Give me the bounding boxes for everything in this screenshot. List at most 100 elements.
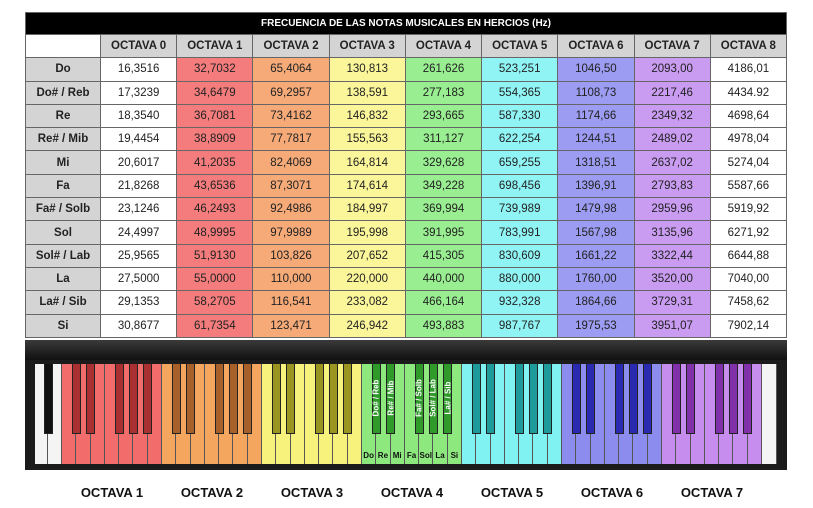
frequency-cell: 1567,98 (557, 220, 635, 245)
octave-label: OCTAVA 2 (180, 485, 244, 500)
frequency-cell: 77,7817 (252, 127, 330, 152)
frequency-cell: 2637,02 (633, 150, 711, 175)
frequency-cell: 391,995 (404, 220, 483, 245)
frequency-table: FRECUENCIA DE LAS NOTAS MUSICALES EN HER… (25, 12, 788, 338)
frequency-cell: 19,4454 (99, 127, 178, 152)
note-label: Do (25, 57, 101, 82)
octave-label: OCTAVA 3 (280, 485, 344, 500)
octave-label: OCTAVA 6 (580, 485, 644, 500)
frequency-cell: 233,082 (328, 290, 406, 315)
frequency-cell: 61,7354 (176, 313, 254, 338)
key-label: Si (450, 451, 459, 460)
frequency-cell: 48,9995 (176, 220, 254, 245)
frequency-cell: 349,228 (404, 173, 483, 199)
note-label: Sol# / Lab (25, 243, 101, 268)
black-key (243, 364, 253, 434)
note-label: Fa# / Solb (25, 197, 101, 222)
frequency-cell: 4434.92 (709, 80, 788, 105)
frequency-cell: 7902,14 (709, 313, 788, 338)
key-label: La (435, 451, 445, 460)
frequency-cell: 138,591 (328, 80, 406, 105)
black-key (728, 364, 738, 434)
black-key (114, 364, 124, 434)
frequency-cell: 27,5000 (99, 266, 178, 292)
frequency-cell: 2217,46 (633, 80, 711, 105)
black-key: Sol# / Lab (428, 364, 438, 434)
frequency-cell: 38,8909 (176, 127, 254, 152)
black-key (286, 364, 296, 434)
frequency-cell: 146,832 (328, 103, 406, 129)
key-label: Do# / Reb (371, 379, 381, 417)
piano-keys: Do Re Mi Fa Sol La Si Do# / Reb Re# / Mib Fa# / S… (35, 364, 777, 466)
frequency-cell: 739,989 (481, 197, 559, 222)
table-row: Re 18,3540 36,7081 73,4162 146,832 293,665 587… (25, 103, 788, 129)
frequency-cell: 5919,92 (709, 197, 788, 222)
black-key (214, 364, 224, 434)
frequency-cell: 659,255 (481, 150, 559, 175)
frequency-cell: 1174,66 (557, 103, 635, 129)
key-label: Fa# / Solb (414, 379, 424, 417)
key-label: Do (363, 451, 374, 460)
frequency-cell: 1661,22 (557, 243, 635, 268)
black-key (86, 364, 96, 434)
frequency-cell: 65,4064 (252, 57, 330, 82)
frequency-cell: 415,305 (404, 243, 483, 268)
frequency-cell: 46,2493 (176, 197, 254, 222)
octave-label: OCTAVA 4 (380, 485, 444, 500)
frequency-cell: 277,183 (404, 80, 483, 105)
white-key (762, 364, 777, 464)
black-key (171, 364, 181, 434)
column-header: OCTAVA 8 (709, 33, 788, 59)
frequency-cell: 164,814 (328, 150, 406, 175)
frequency-cell: 2349,32 (633, 103, 711, 129)
frequency-cell: 36,7081 (176, 103, 254, 129)
frequency-cell: 3951,07 (633, 313, 711, 338)
frequency-cell: 24,4997 (99, 220, 178, 245)
header-row: OCTAVA 0 OCTAVA 1 OCTAVA 2 OCTAVA 3 OCTAVA 4… (25, 33, 788, 59)
frequency-cell: 87,3071 (252, 173, 330, 199)
frequency-cell: 7458,62 (709, 290, 788, 315)
frequency-cell: 110,000 (252, 266, 330, 292)
frequency-cell: 3520,00 (633, 266, 711, 292)
frequency-cell: 58,2705 (176, 290, 254, 315)
frequency-cell: 622,254 (481, 127, 559, 152)
black-key (671, 364, 681, 434)
frequency-cell: 4978,04 (709, 127, 788, 152)
frequency-cell: 293,665 (404, 103, 483, 129)
frequency-cell: 2959,96 (633, 197, 711, 222)
frequency-cell: 987,767 (481, 313, 559, 338)
frequency-cell: 174,614 (328, 173, 406, 199)
frequency-cell: 41,2035 (176, 150, 254, 175)
frequency-cell: 34,6479 (176, 80, 254, 105)
frequency-cell: 369,994 (404, 197, 483, 222)
note-label: La# / Sib (25, 290, 101, 315)
black-key (271, 364, 281, 434)
frequency-cell: 220,000 (328, 266, 406, 292)
black-key (514, 364, 524, 434)
frequency-cell: 130,813 (328, 57, 406, 82)
black-key (343, 364, 353, 434)
black-key (628, 364, 638, 434)
table-row: Si 30,8677 61,7354 123,471 246,942 493,883 987… (25, 313, 788, 338)
table-title: FRECUENCIA DE LAS NOTAS MUSICALES EN HER… (25, 12, 787, 35)
octave-label: OCTAVA 7 (680, 485, 744, 500)
frequency-cell: 1864,66 (557, 290, 635, 315)
frequency-cell: 1108,73 (557, 80, 635, 105)
table-row: Sol# / Lab 25,9565 51,9130 103,826 207,652 41… (25, 243, 788, 268)
frequency-cell: 880,000 (481, 266, 559, 292)
column-header: OCTAVA 4 (404, 33, 483, 59)
frequency-cell: 830,609 (481, 243, 559, 268)
black-key: La# / Sib (443, 364, 453, 434)
octave-label: OCTAVA 5 (480, 485, 544, 500)
piano-keyboard: Do Re Mi Fa Sol La Si Do# / Reb Re# / Mib Fa# / S… (25, 340, 787, 470)
black-key (571, 364, 581, 434)
frequency-cell: 311,127 (404, 127, 483, 152)
key-label: Mi (392, 451, 402, 460)
frequency-cell: 783,991 (481, 220, 559, 245)
black-key (714, 364, 724, 434)
frequency-cell: 184,997 (328, 197, 406, 222)
frequency-cell: 20,6017 (99, 150, 178, 175)
octave-label: OCTAVA 1 (80, 485, 144, 500)
black-key (528, 364, 538, 434)
column-header: OCTAVA 3 (328, 33, 406, 59)
